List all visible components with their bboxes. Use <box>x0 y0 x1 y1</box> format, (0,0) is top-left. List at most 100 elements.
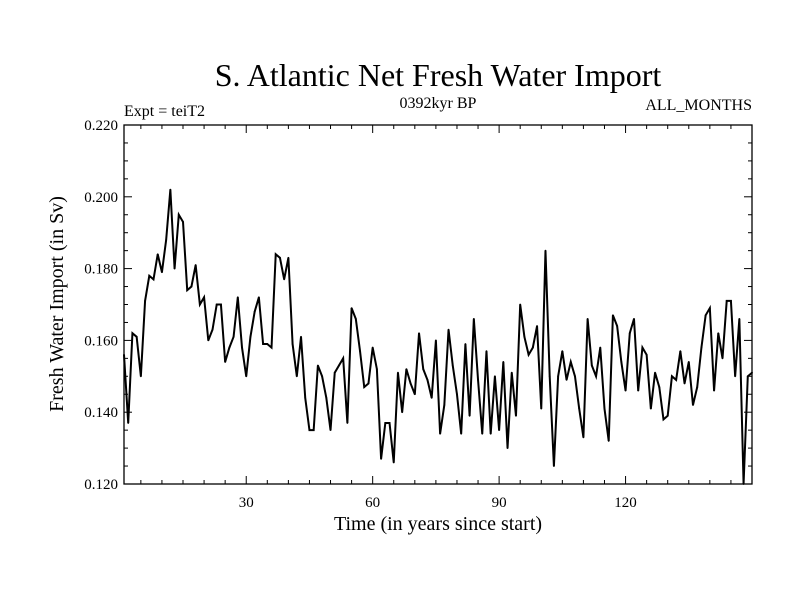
data-point <box>409 382 412 385</box>
chart-expt-label: Expt = teiT2 <box>124 103 205 120</box>
data-point <box>245 375 248 378</box>
data-point <box>207 339 210 342</box>
data-point <box>578 407 581 410</box>
data-point <box>708 307 711 309</box>
data-point <box>304 396 307 399</box>
data-point <box>536 325 538 327</box>
chart-months-label: ALL_MONTHS <box>645 97 752 114</box>
data-point <box>422 368 425 371</box>
data-point <box>430 396 433 399</box>
y-tick-label: 0.200 <box>84 190 118 206</box>
data-point <box>198 303 201 306</box>
chart-title: S. Atlantic Net Fresh Water Import <box>215 57 662 93</box>
data-point <box>447 328 450 331</box>
data-point <box>211 328 214 331</box>
data-point <box>738 317 741 320</box>
data-point <box>696 386 699 388</box>
data-point <box>220 303 222 306</box>
data-point <box>405 368 408 371</box>
data-point <box>460 432 463 435</box>
data-point <box>165 238 168 241</box>
data-point <box>215 303 218 306</box>
data-point <box>397 371 399 374</box>
data-point <box>308 429 311 432</box>
data-point <box>426 378 429 381</box>
x-tick-label: 30 <box>239 495 254 511</box>
data-point <box>274 253 277 256</box>
data-point <box>721 357 724 360</box>
data-point <box>477 378 479 381</box>
data-point <box>338 364 340 367</box>
data-point <box>388 422 391 424</box>
data-point <box>228 346 231 349</box>
data-point <box>144 300 146 302</box>
data-point <box>295 375 298 378</box>
data-point <box>266 343 269 345</box>
data-point <box>590 364 593 367</box>
data-point <box>713 389 715 392</box>
data-point <box>127 422 130 424</box>
data-point <box>384 422 387 424</box>
data-point <box>730 300 732 302</box>
data-point <box>654 371 656 374</box>
data-point <box>595 375 597 378</box>
data-point <box>418 332 420 335</box>
data-point <box>502 361 505 363</box>
data-point <box>359 350 361 353</box>
data-point <box>637 389 640 392</box>
data-point <box>236 296 239 299</box>
data-point <box>434 339 437 342</box>
data-point <box>620 361 623 363</box>
data-point <box>148 274 151 277</box>
data-point <box>401 411 404 414</box>
data-point <box>717 332 720 335</box>
data-point <box>161 271 163 274</box>
data-point <box>380 457 382 460</box>
data-point <box>270 346 273 349</box>
data-point <box>582 436 585 439</box>
data-point <box>531 346 534 349</box>
data-point <box>612 314 614 317</box>
data-point <box>135 335 138 338</box>
data-point <box>561 350 564 353</box>
chart-subtitle: 0392kyr BP <box>400 95 477 112</box>
data-point <box>527 353 530 356</box>
series-line <box>123 189 753 485</box>
data-point <box>300 335 302 338</box>
data-point <box>249 335 252 338</box>
data-point <box>439 432 442 435</box>
y-tick-label: 0.220 <box>84 118 118 134</box>
data-point <box>456 393 458 396</box>
data-point <box>586 317 589 320</box>
data-point <box>169 188 172 191</box>
data-point <box>173 267 176 270</box>
data-point <box>569 361 572 363</box>
data-point <box>182 221 184 223</box>
data-point <box>392 461 395 464</box>
data-point <box>131 332 134 335</box>
data-point <box>548 375 551 378</box>
data-point <box>375 368 378 371</box>
data-point <box>641 346 644 349</box>
data-point <box>177 213 180 216</box>
data-point <box>186 289 189 292</box>
data-point <box>346 422 349 424</box>
data-point <box>671 375 673 378</box>
data-point <box>645 353 648 356</box>
data-point <box>666 414 669 417</box>
y-tick-label: 0.120 <box>84 477 118 493</box>
data-point <box>224 361 227 363</box>
data-point <box>540 407 543 410</box>
data-point <box>649 407 652 410</box>
x-tick-label: 120 <box>614 495 637 511</box>
data-point <box>603 407 606 410</box>
data-point <box>139 375 142 378</box>
data-point <box>599 346 602 349</box>
data-point <box>333 371 336 374</box>
y-axis-label: Fresh Water Import (in Sv) <box>46 196 68 412</box>
data-point <box>481 432 484 435</box>
data-point <box>489 432 492 435</box>
data-point <box>367 382 370 385</box>
data-point <box>363 386 366 388</box>
data-point <box>687 361 690 363</box>
